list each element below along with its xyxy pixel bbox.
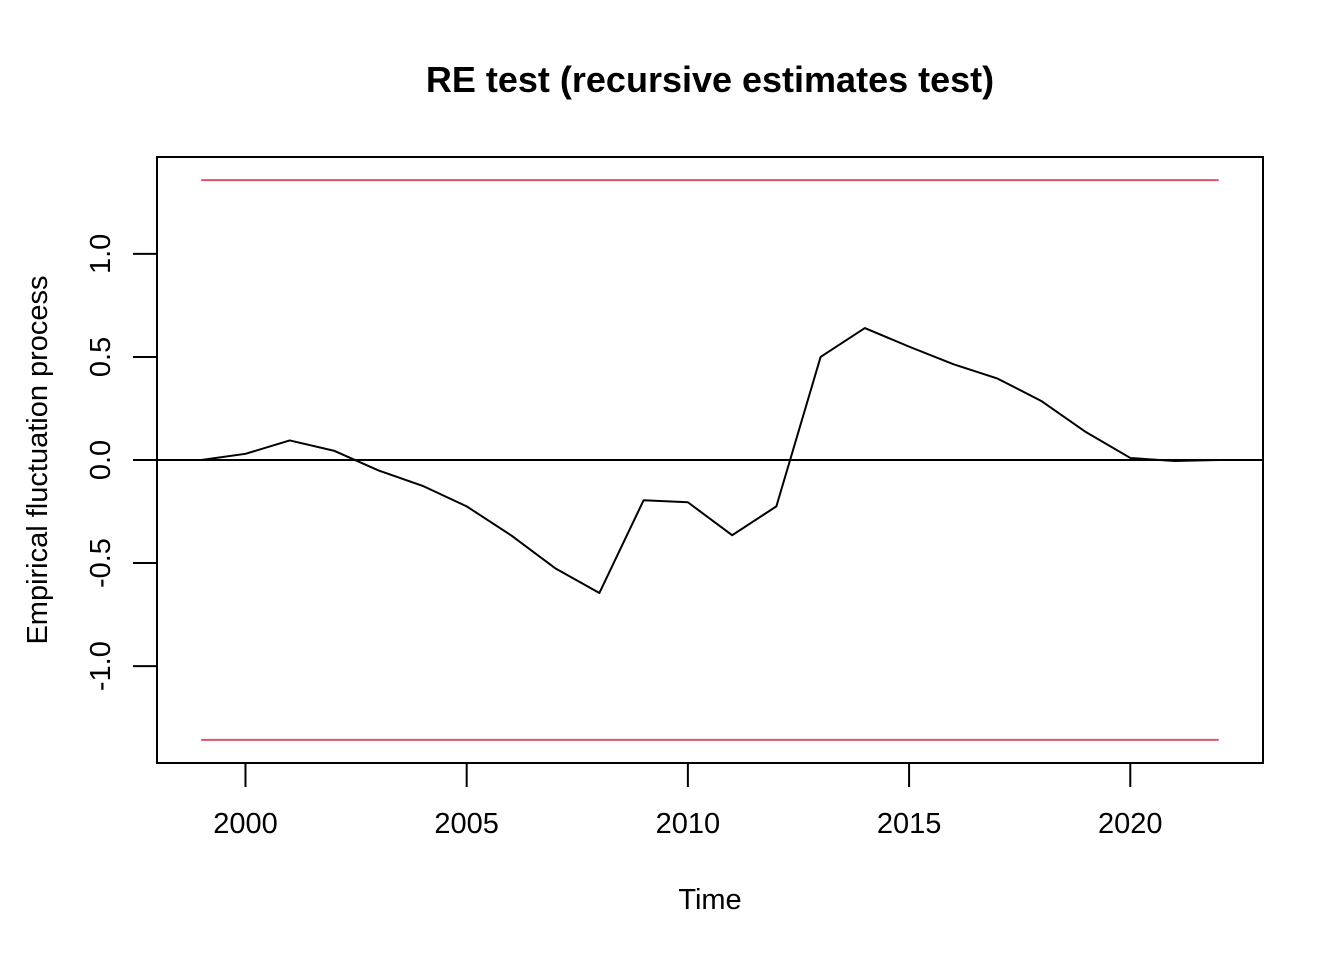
y-axis: -1.0 -0.5 0.0 0.5 1.0 [85, 234, 158, 691]
x-tick-label: 2020 [1098, 808, 1163, 840]
y-tick-label: 0.5 [85, 337, 117, 377]
chart-title: RE test (recursive estimates test) [426, 59, 994, 100]
y-tick-label: -0.5 [85, 538, 117, 588]
fluctuation-process-line [201, 327, 1219, 594]
y-tick-label: 0.0 [85, 440, 117, 480]
x-tick-label: 2010 [656, 808, 721, 840]
x-tick-label: 2005 [434, 808, 499, 840]
x-tick-label: 2015 [877, 808, 942, 840]
y-tick-label: 1.0 [85, 234, 117, 274]
x-tick-label: 2000 [213, 808, 278, 840]
x-axis: 2000 2005 2010 2015 2020 [213, 762, 1163, 840]
x-axis-label: Time [678, 884, 741, 916]
y-axis-label: Empirical fluctuation process [22, 275, 54, 644]
plot-area [157, 179, 1263, 741]
y-tick-label: -1.0 [85, 641, 117, 691]
